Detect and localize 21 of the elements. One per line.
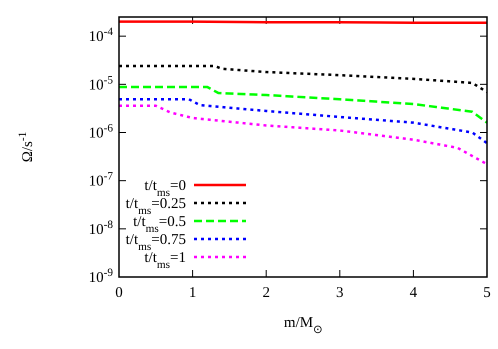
legend-label: t/t$_{ms}$=0.75 — [126, 232, 186, 253]
y-tick-label: 10$^{-5}$ — [88, 74, 114, 94]
x-tick-label: 5 — [483, 285, 491, 301]
line-series — [118, 104, 488, 166]
y-tick-label: 10$^{-7}$ — [88, 170, 114, 190]
y-tick-label: 10$^{-4}$ — [88, 26, 114, 46]
x-axis-title: m/M$_{⊙}$ — [284, 315, 322, 336]
x-tick-label: 4 — [410, 285, 418, 301]
x-tick-label: 1 — [188, 285, 196, 301]
x-tick-label: 3 — [336, 285, 344, 301]
legend-label: t/t$_{ms}$=0.25 — [126, 196, 186, 217]
line-series — [118, 98, 488, 144]
legend-label: t/t$_{ms}$=0.5 — [133, 214, 186, 235]
y-tick-label: 10$^{-8}$ — [88, 218, 114, 238]
legend-label: t/t$_{ms}$=1 — [144, 250, 186, 271]
x-tick-label: 0 — [115, 285, 123, 301]
y-tick-label: 10$^{-9}$ — [88, 267, 114, 286]
legend-label: t/t$_{ms}$=0 — [144, 178, 186, 199]
x-tick-label: 2 — [262, 285, 270, 301]
line-series — [118, 86, 488, 124]
y-tick-label: 10$^{-6}$ — [88, 122, 114, 142]
